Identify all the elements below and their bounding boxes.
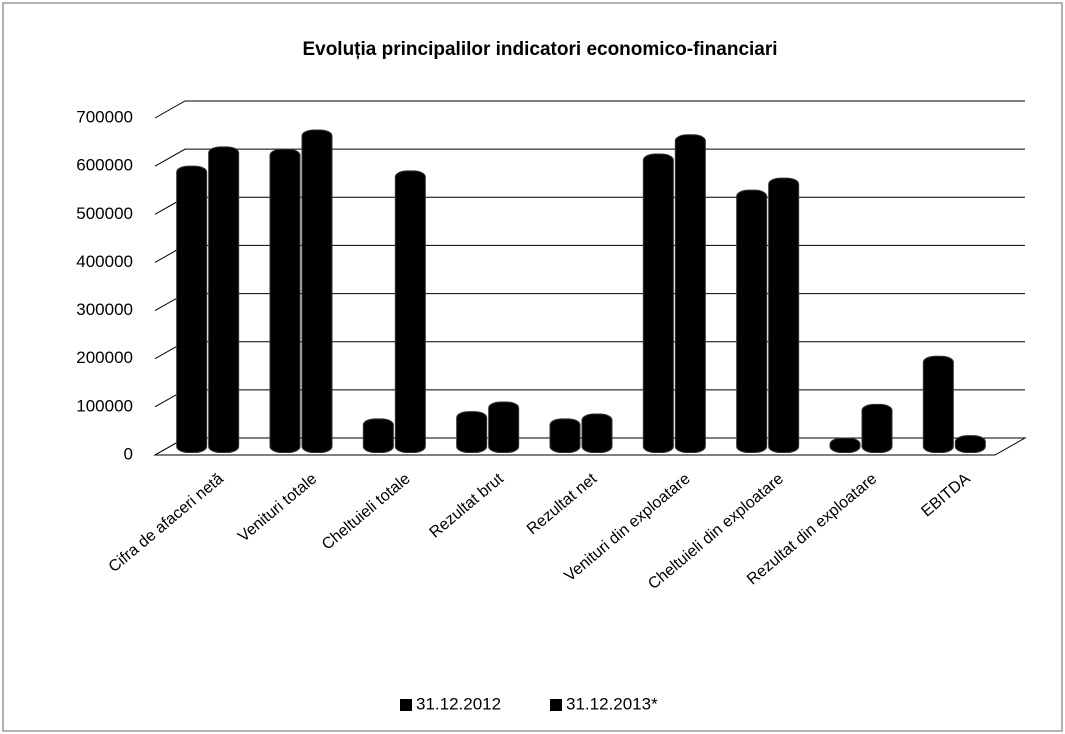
bar [362, 418, 394, 454]
bar [768, 177, 800, 453]
legend-swatch [550, 699, 562, 711]
bar [922, 355, 954, 453]
bar [642, 153, 674, 454]
bar [954, 435, 986, 453]
bar [674, 134, 706, 454]
y-tick-label: 0 [124, 444, 133, 463]
bar [208, 146, 240, 453]
bar [581, 413, 613, 453]
bar [394, 170, 426, 453]
grid-line [154, 148, 1025, 167]
chart-title: Evoluția principalilor indicatori econom… [302, 39, 777, 60]
y-tick-label: 200000 [76, 348, 133, 367]
y-tick-label: 100000 [76, 396, 133, 415]
bar [269, 148, 301, 453]
y-tick-label: 400000 [76, 252, 133, 271]
grid-line [154, 100, 1025, 119]
y-tick-label: 500000 [76, 204, 133, 223]
bar [488, 401, 520, 454]
y-tick-label: 600000 [76, 156, 133, 175]
bar [549, 418, 581, 454]
legend-label: 31.12.2013* [566, 694, 658, 713]
bar [456, 411, 488, 454]
y-tick-label: 300000 [76, 300, 133, 319]
bar [829, 437, 861, 454]
bar [736, 189, 768, 454]
bar [861, 403, 893, 453]
y-tick-label: 700000 [76, 107, 133, 126]
legend-label: 31.12.2012 [416, 694, 501, 713]
bar [301, 129, 333, 453]
bar [176, 165, 208, 453]
legend-swatch [400, 699, 412, 711]
